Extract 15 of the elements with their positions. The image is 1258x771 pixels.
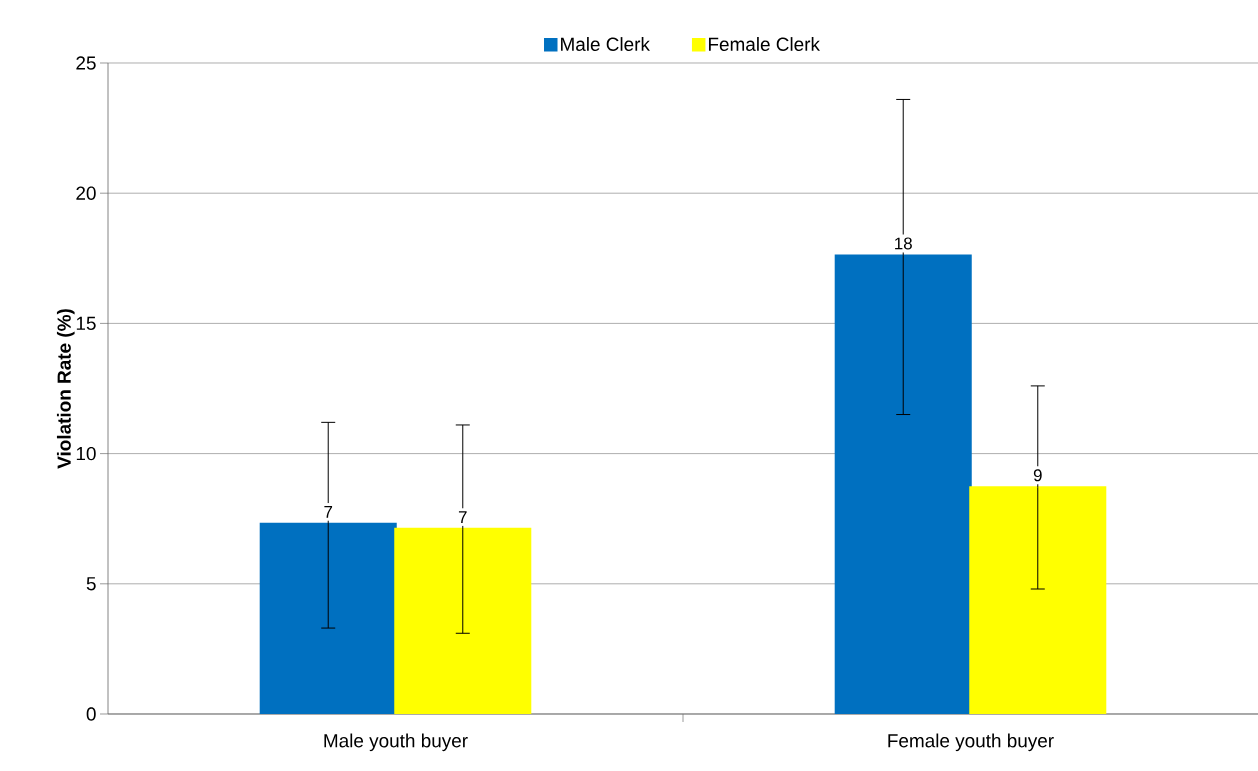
data-label: 7: [324, 506, 333, 518]
data-label: 7: [458, 511, 467, 523]
x-tick-label: Male youth buyer: [324, 733, 468, 752]
y-tick-label: 25: [76, 56, 96, 70]
legend-label: Female Clerk: [708, 37, 820, 51]
y-axis-title: Violation Rate (%): [56, 309, 75, 469]
data-label: 18: [895, 237, 912, 250]
y-tick-label: 15: [76, 316, 96, 330]
x-tick-label: Female youth buyer: [888, 733, 1054, 752]
y-tick-label: 10: [76, 446, 96, 461]
y-tick-label: 5: [86, 577, 96, 591]
legend-label: Male Clerk: [561, 37, 650, 51]
data-label: 9: [1033, 469, 1042, 482]
y-tick-label: 20: [76, 186, 96, 200]
y-tick-label: 0: [86, 707, 96, 721]
